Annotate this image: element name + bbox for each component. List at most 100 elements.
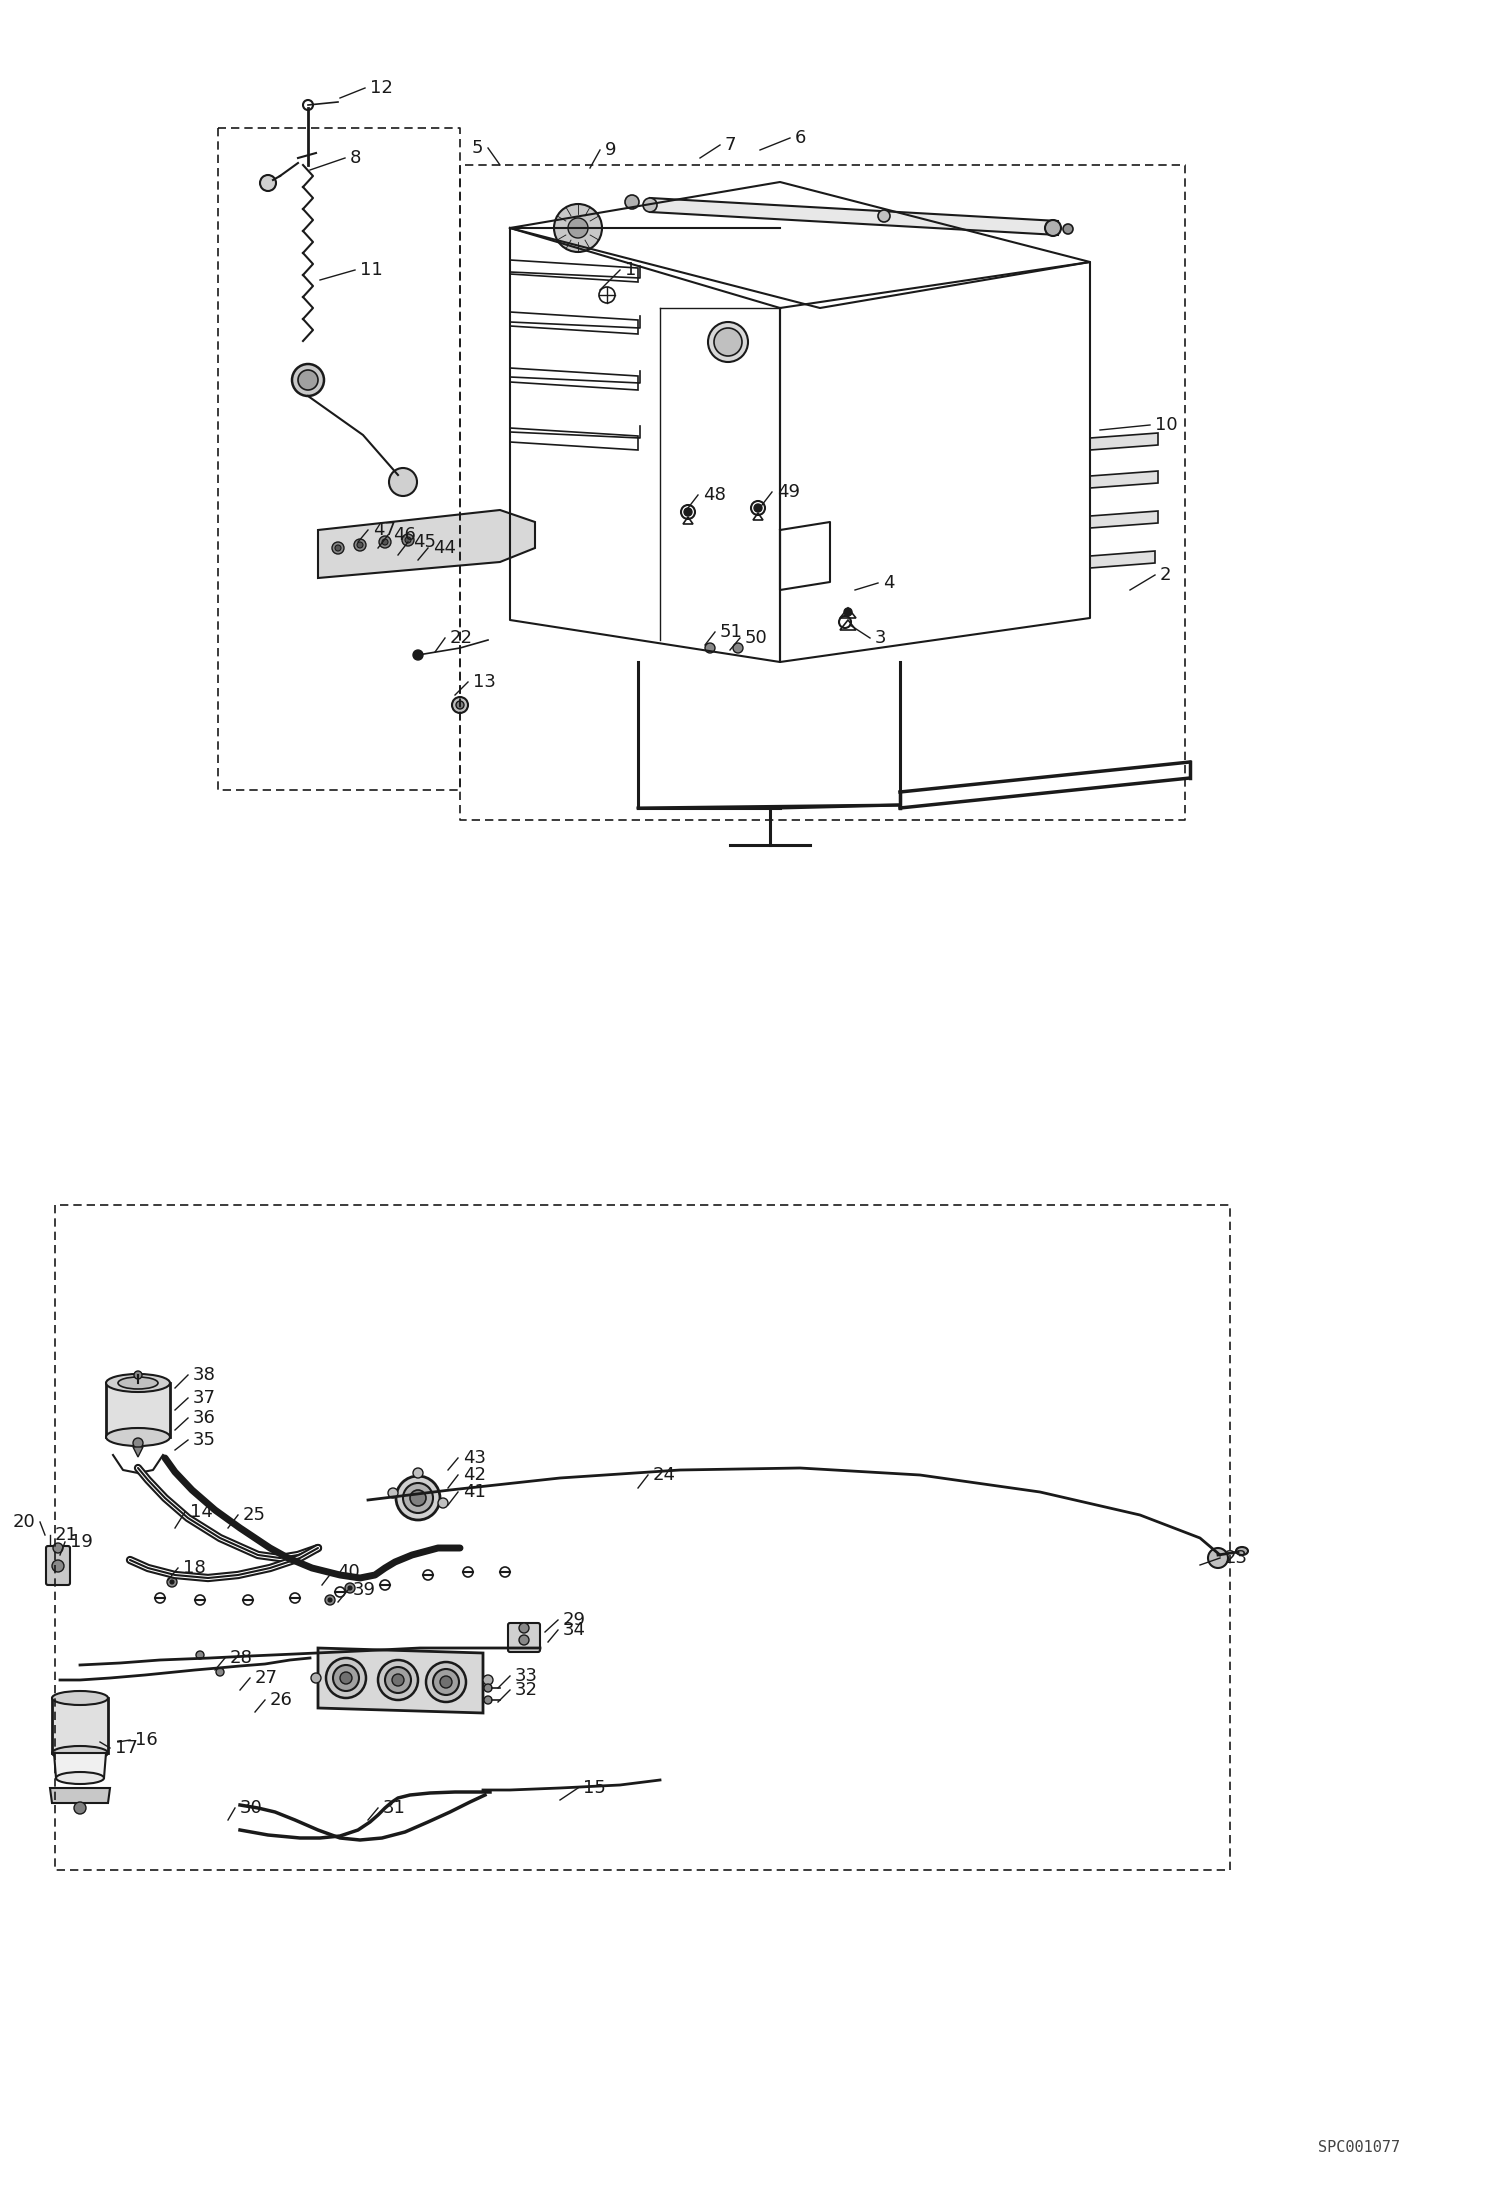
Text: 38: 38 bbox=[193, 1367, 216, 1384]
Circle shape bbox=[410, 1490, 425, 1505]
Text: 25: 25 bbox=[243, 1505, 267, 1525]
Circle shape bbox=[404, 538, 410, 542]
Text: 22: 22 bbox=[449, 630, 473, 647]
Polygon shape bbox=[106, 1382, 169, 1437]
Circle shape bbox=[878, 211, 890, 222]
Circle shape bbox=[348, 1586, 352, 1591]
Circle shape bbox=[1207, 1549, 1228, 1569]
Text: 37: 37 bbox=[193, 1389, 216, 1406]
Text: 14: 14 bbox=[190, 1503, 213, 1520]
Circle shape bbox=[328, 1597, 333, 1602]
Text: 19: 19 bbox=[70, 1534, 93, 1551]
Text: 48: 48 bbox=[703, 487, 727, 505]
Polygon shape bbox=[49, 1788, 109, 1803]
Circle shape bbox=[1064, 224, 1073, 235]
Circle shape bbox=[333, 1665, 360, 1692]
Circle shape bbox=[518, 1624, 529, 1632]
Circle shape bbox=[413, 1468, 422, 1479]
Circle shape bbox=[333, 542, 345, 555]
Circle shape bbox=[388, 1488, 398, 1499]
Text: 23: 23 bbox=[1225, 1549, 1248, 1567]
Text: 20: 20 bbox=[12, 1514, 34, 1531]
Text: 47: 47 bbox=[373, 520, 395, 540]
Circle shape bbox=[568, 217, 589, 237]
Circle shape bbox=[518, 1635, 529, 1646]
Circle shape bbox=[389, 467, 416, 496]
Circle shape bbox=[413, 649, 422, 660]
Circle shape bbox=[554, 204, 602, 252]
Circle shape bbox=[382, 540, 388, 544]
Text: 41: 41 bbox=[463, 1483, 485, 1501]
Text: 10: 10 bbox=[1155, 417, 1177, 434]
Text: 46: 46 bbox=[392, 527, 416, 544]
Text: 33: 33 bbox=[515, 1667, 538, 1685]
Circle shape bbox=[52, 1560, 64, 1571]
Circle shape bbox=[73, 1801, 85, 1814]
Text: 9: 9 bbox=[605, 140, 617, 158]
Text: 8: 8 bbox=[351, 149, 361, 167]
Polygon shape bbox=[1091, 432, 1158, 450]
Circle shape bbox=[843, 608, 852, 617]
Circle shape bbox=[440, 1676, 452, 1687]
Circle shape bbox=[354, 540, 366, 551]
Polygon shape bbox=[133, 1448, 142, 1457]
Circle shape bbox=[625, 195, 640, 208]
Circle shape bbox=[753, 505, 762, 511]
Text: 18: 18 bbox=[183, 1560, 205, 1577]
Text: 13: 13 bbox=[473, 674, 496, 691]
Ellipse shape bbox=[1236, 1547, 1248, 1556]
Circle shape bbox=[482, 1674, 493, 1685]
Text: 6: 6 bbox=[795, 129, 806, 147]
Text: 29: 29 bbox=[563, 1610, 586, 1628]
Text: 49: 49 bbox=[777, 483, 800, 500]
Circle shape bbox=[292, 364, 324, 395]
Circle shape bbox=[216, 1667, 225, 1676]
Circle shape bbox=[261, 176, 276, 191]
Ellipse shape bbox=[55, 1773, 103, 1784]
Circle shape bbox=[1046, 219, 1061, 237]
Text: 36: 36 bbox=[193, 1409, 216, 1426]
Circle shape bbox=[336, 544, 342, 551]
Text: 32: 32 bbox=[515, 1681, 538, 1698]
Circle shape bbox=[379, 535, 391, 548]
Text: 50: 50 bbox=[745, 630, 768, 647]
Circle shape bbox=[403, 1483, 433, 1514]
Circle shape bbox=[327, 1659, 366, 1698]
Text: 17: 17 bbox=[115, 1740, 138, 1757]
Circle shape bbox=[169, 1580, 174, 1584]
Text: 35: 35 bbox=[193, 1430, 216, 1448]
Circle shape bbox=[685, 509, 692, 516]
Polygon shape bbox=[650, 197, 1058, 235]
Text: 26: 26 bbox=[270, 1692, 294, 1709]
Text: 2: 2 bbox=[1159, 566, 1171, 584]
Text: 39: 39 bbox=[354, 1582, 376, 1599]
Circle shape bbox=[484, 1685, 491, 1692]
Ellipse shape bbox=[106, 1373, 169, 1391]
Text: 3: 3 bbox=[875, 630, 887, 647]
Circle shape bbox=[345, 1584, 355, 1593]
Polygon shape bbox=[318, 1648, 482, 1714]
Circle shape bbox=[401, 533, 413, 546]
Circle shape bbox=[433, 1670, 458, 1696]
Text: 31: 31 bbox=[383, 1799, 406, 1817]
Circle shape bbox=[395, 1477, 440, 1520]
Circle shape bbox=[196, 1652, 204, 1659]
Circle shape bbox=[377, 1661, 418, 1700]
Circle shape bbox=[452, 698, 467, 713]
Circle shape bbox=[340, 1672, 352, 1685]
Ellipse shape bbox=[52, 1692, 108, 1705]
Circle shape bbox=[357, 542, 363, 548]
Ellipse shape bbox=[52, 1746, 108, 1760]
Text: 16: 16 bbox=[135, 1731, 157, 1749]
Circle shape bbox=[52, 1542, 63, 1553]
Text: 51: 51 bbox=[721, 623, 743, 641]
Text: SPC001077: SPC001077 bbox=[1318, 2139, 1401, 2155]
FancyBboxPatch shape bbox=[508, 1624, 539, 1652]
Text: 30: 30 bbox=[240, 1799, 262, 1817]
Text: 34: 34 bbox=[563, 1621, 586, 1639]
Circle shape bbox=[733, 643, 743, 654]
Circle shape bbox=[437, 1499, 448, 1507]
Text: 5: 5 bbox=[472, 138, 482, 158]
Circle shape bbox=[484, 1696, 491, 1705]
Circle shape bbox=[133, 1437, 142, 1448]
